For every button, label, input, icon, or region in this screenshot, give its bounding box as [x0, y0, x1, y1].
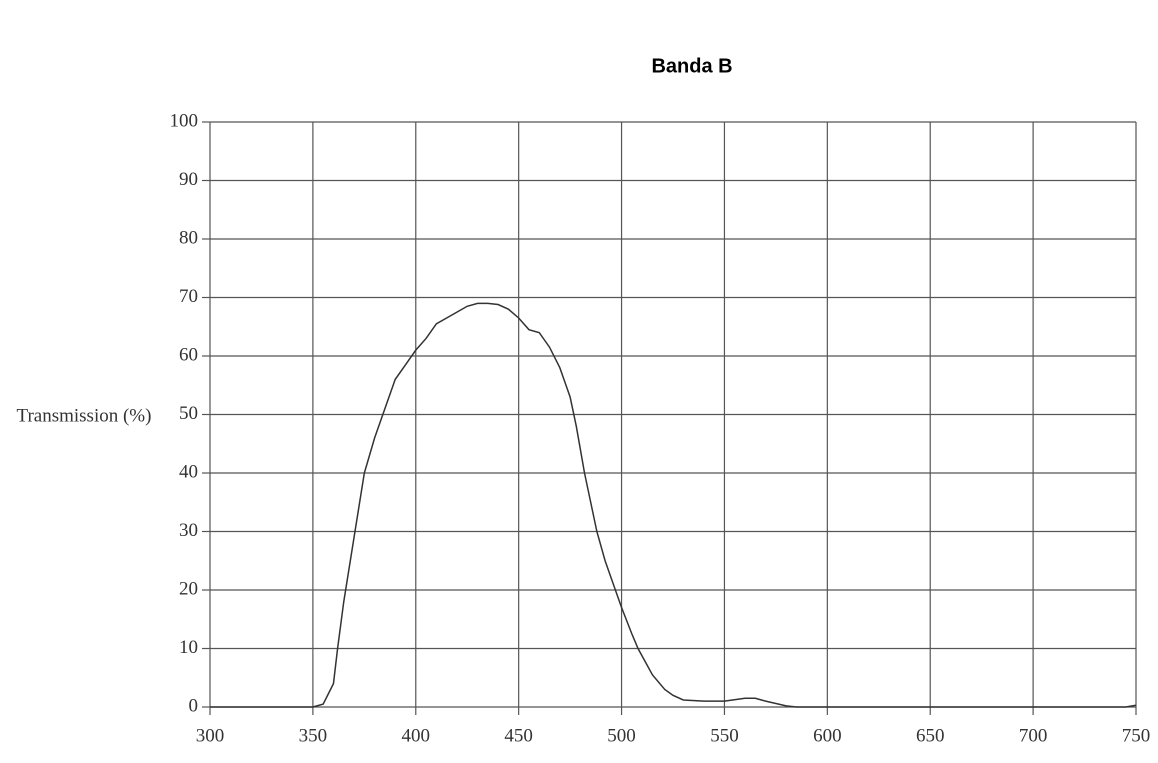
- x-tick-label: 750: [1122, 725, 1151, 746]
- chart-title: Banda B: [651, 55, 732, 77]
- x-tick-label: 600: [813, 725, 842, 746]
- y-tick-label: 10: [179, 637, 198, 658]
- y-tick-label: 40: [179, 461, 198, 482]
- y-axis-label: Transmission (%): [17, 405, 152, 426]
- y-tick-label: 0: [189, 695, 199, 716]
- y-tick-label: 60: [179, 344, 198, 365]
- x-tick-label: 350: [299, 725, 328, 746]
- y-tick-label: 30: [179, 520, 198, 541]
- x-tick-label: 650: [916, 725, 945, 746]
- y-tick-label: 90: [179, 169, 198, 190]
- x-tick-label: 400: [402, 725, 431, 746]
- x-tick-label: 550: [710, 725, 739, 746]
- y-tick-label: 50: [179, 403, 198, 424]
- x-tick-label: 450: [504, 725, 533, 746]
- y-tick-label: 20: [179, 578, 198, 599]
- x-tick-label: 700: [1019, 725, 1048, 746]
- x-tick-label: 500: [607, 725, 636, 746]
- y-tick-label: 100: [170, 110, 199, 131]
- series-line: [210, 302, 1137, 708]
- x-tick-label: 300: [196, 725, 225, 746]
- y-tick-label: 70: [179, 286, 198, 307]
- y-tick-label: 80: [179, 227, 198, 248]
